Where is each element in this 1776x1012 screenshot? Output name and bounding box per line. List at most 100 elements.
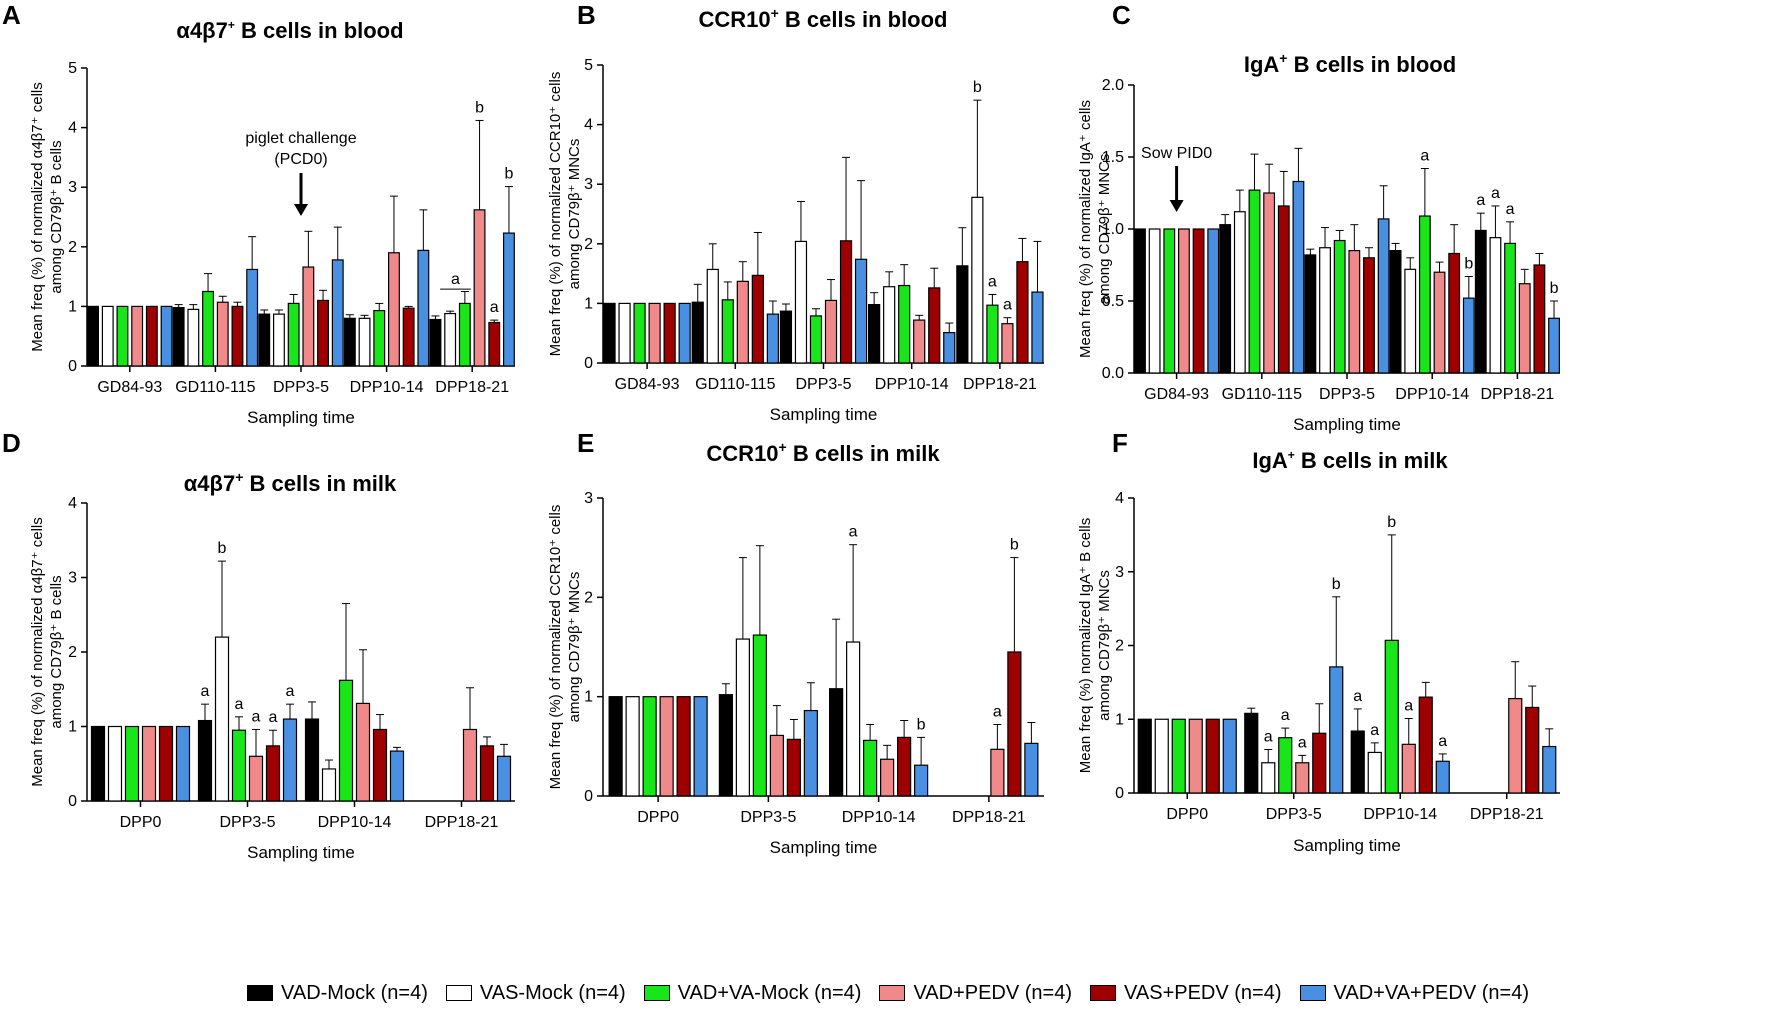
bar [444,312,457,367]
x-tick-label: DPP0 [120,814,162,831]
sig-letter: b [973,79,982,96]
bar [1192,228,1205,374]
bar [458,302,471,367]
bar [1295,762,1310,794]
bar [863,739,878,797]
bar [429,318,442,367]
y-axis-label: Mean freq (%) of normalized CCR10⁺ cells… [547,505,583,790]
bar [1448,252,1461,374]
bar [496,755,512,802]
y-tick-label: 1 [68,719,77,736]
y-tick-label: 4 [584,117,593,134]
bar [990,748,1005,797]
bar [417,249,430,367]
bar [718,694,733,797]
sig-letter: a [1420,148,1429,165]
bar [246,268,259,367]
bar [402,307,415,367]
sig-letter: b [504,166,513,183]
bar [358,317,371,367]
bar [1292,180,1305,374]
bar [913,319,926,364]
y-label-line: Mean freq (%) of normalized α4β7⁺ cells [29,82,46,352]
x-tick-label: GD110-115 [1222,386,1302,403]
title-sup: + [779,439,787,455]
sig-letter: a [235,696,244,713]
x-tick-label: DPP3-5 [219,814,275,831]
bar [1188,718,1203,794]
bar [971,196,984,364]
bar [1418,696,1433,794]
bar [769,734,784,797]
bar [1261,762,1276,794]
y-tick-label: 3 [1115,564,1124,581]
bar [691,301,704,364]
y-label-line: Mean freq (%) of normalized IgA⁺ cells [1077,100,1094,358]
bar [248,755,264,802]
panel-letter: A [2,0,21,30]
bar [1489,237,1502,374]
y-tick-label: 2.0 [1102,77,1124,94]
x-tick-label: DPP0 [637,809,679,826]
y-tick-label: 5 [68,60,77,77]
bar [824,299,838,364]
bar [1542,745,1557,794]
bar [141,725,157,802]
bar [1329,666,1344,794]
x-tick-label: DPP10-14 [350,379,424,396]
title-rest: B cells in milk [787,441,941,466]
x-axis-label: Sampling time [247,843,355,862]
bar [355,702,371,802]
bar [1001,323,1014,364]
bar [214,636,230,802]
y-tick-label: 2 [584,236,593,253]
panel-letter: B [577,0,596,30]
x-tick-label: DPP18-21 [1470,806,1544,823]
bar [1389,250,1402,374]
bar [786,738,801,797]
sig-letter: a [1264,728,1273,745]
legend-swatch [247,985,273,1001]
panel-letter: C [1112,0,1131,30]
y-axis-label: Mean freq (%) of normalized α4β7⁺ cells a… [29,82,65,352]
title-sup: + [1288,448,1295,462]
sig-letter: a [993,703,1002,720]
bar [1433,271,1446,374]
bar [735,638,750,797]
legend-label: VAD+PEDV (n=4) [913,981,1073,1004]
bar [1248,189,1261,374]
legend-item-vad-va-mock: VAD+VA-Mock (n=4) [643,981,862,1005]
bar [880,758,895,797]
bar [663,302,676,364]
legend-label: VAD+VA+PEDV (n=4) [1333,981,1529,1004]
bar [1134,228,1146,374]
x-tick-label: DPP18-21 [952,809,1026,826]
bar [883,286,896,364]
sig-letter: b [475,99,484,116]
sig-letter: a [1438,733,1447,750]
x-tick-label: DPP10-14 [318,814,392,831]
bar [124,725,140,802]
bar [1462,297,1475,374]
bar [1207,228,1220,374]
y-tick-label: 4 [68,120,77,137]
title-rest: B cells in blood [779,7,948,32]
panel-title: α4β7+ B cells in milk [184,469,397,496]
bar [116,305,129,367]
legend-item-vas-pedv: VAS+PEDV (n=4) [1090,982,1282,1005]
annotation-text: Sow PID0 [1141,145,1212,162]
legend-label: VAD+VA-Mock (n=4) [677,981,862,1004]
title-sup: + [1279,50,1287,66]
sig-letter: a [451,271,460,288]
annotation-text: piglet challenge [245,130,356,147]
panel-title: IgA+ B cells in blood [1244,50,1456,77]
bar [338,679,354,802]
bar [1177,228,1190,374]
y-tick-label: 3 [68,179,77,196]
y-label-line: among CD79β⁺ MNCs [566,572,583,723]
bar [172,306,185,367]
x-tick-label: DPP18-21 [1480,386,1554,403]
bar [1548,317,1560,374]
title-sup: + [771,5,779,21]
